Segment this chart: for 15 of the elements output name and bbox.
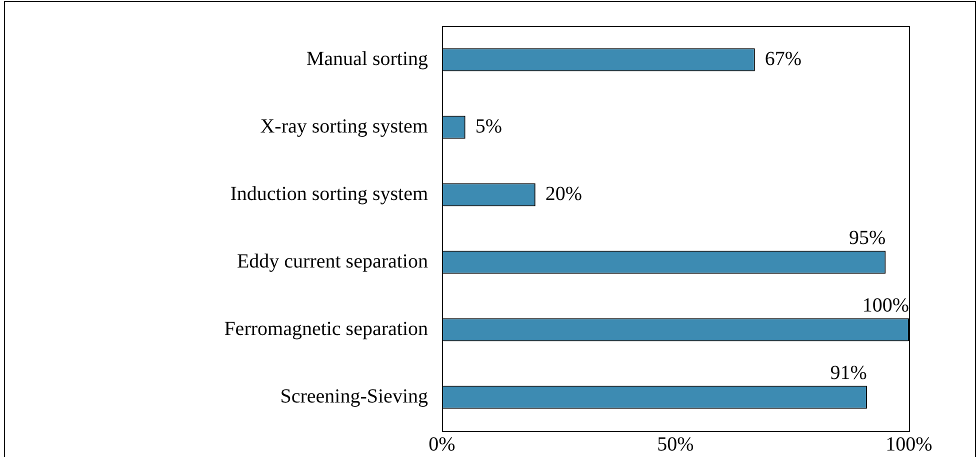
x-tick-label: 50%	[657, 433, 694, 456]
y-tick-label: Ferromagnetic separation	[224, 318, 428, 340]
data-label: 67%	[764, 48, 802, 70]
y-tick-label: Eddy current separation	[236, 250, 428, 272]
y-tick-label: X-ray sorting system	[260, 116, 428, 138]
data-label: 20%	[545, 183, 582, 205]
data-label: 100%	[862, 294, 909, 317]
data-label: 91%	[830, 362, 867, 384]
data-label: 95%	[848, 227, 886, 250]
x-tick-label: 0%	[428, 433, 456, 456]
data-label: 5%	[475, 116, 502, 138]
y-tick-label: Screening-Sieving	[280, 386, 428, 408]
y-tick-label: Manual sorting	[306, 48, 428, 70]
x-tick-label: 100%	[886, 433, 932, 456]
y-tick-label: Induction sorting system	[230, 183, 428, 205]
